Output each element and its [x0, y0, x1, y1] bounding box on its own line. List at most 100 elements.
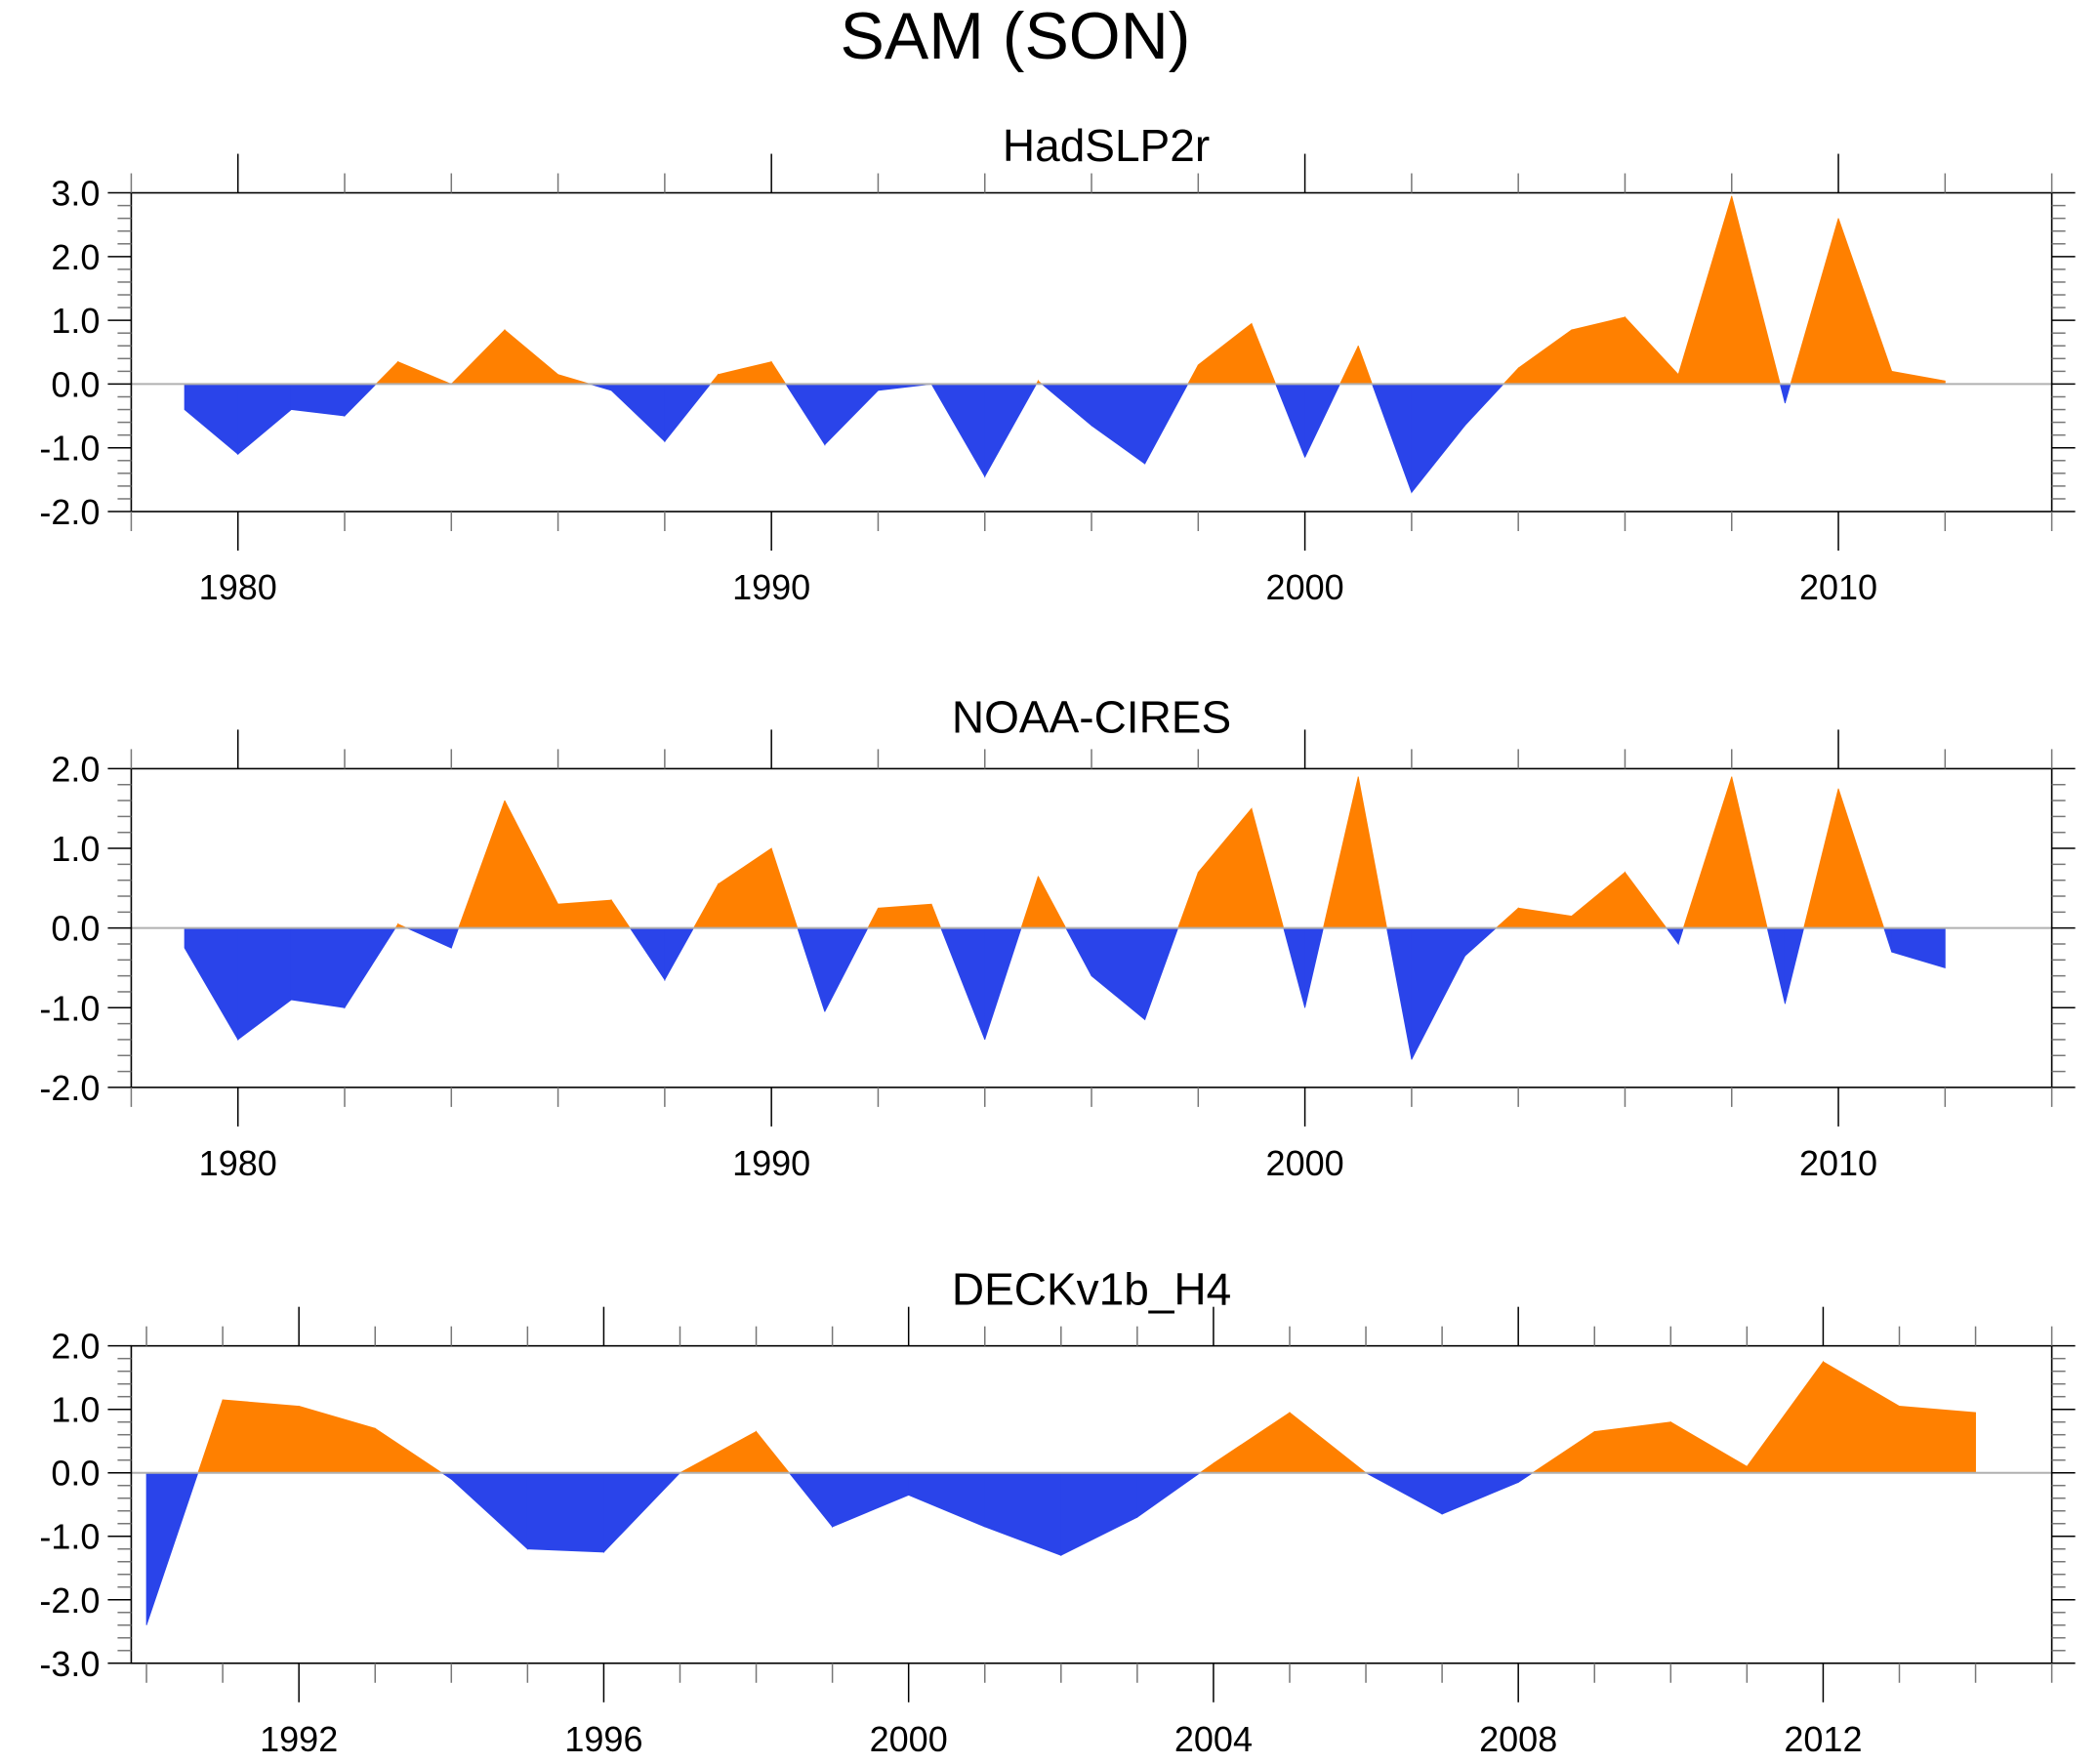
negative-area: [450, 927, 460, 949]
negative-area: [406, 927, 452, 949]
x-tick-label: 2000: [1266, 1143, 1344, 1183]
negative-area: [290, 927, 346, 1008]
positive-area: [1837, 788, 1885, 929]
negative-area: [344, 927, 396, 1009]
positive-area: [718, 847, 772, 929]
positive-area: [557, 374, 591, 385]
positive-area: [1198, 1462, 1215, 1474]
positive-area: [1790, 218, 1839, 385]
positive-area: [1803, 788, 1839, 929]
y-tick-label: -2.0: [39, 492, 100, 532]
y-tick-label: -1.0: [39, 988, 100, 1028]
negative-area: [1144, 927, 1179, 1020]
negative-area: [344, 384, 378, 418]
negative-area: [984, 1472, 1062, 1556]
y-tick-label: 1.0: [51, 829, 100, 869]
y-tick-label: 0.0: [51, 364, 100, 404]
positive-area: [930, 904, 942, 929]
positive-area: [1823, 1361, 1900, 1474]
negative-area: [1891, 927, 1946, 969]
x-tick-label: 2004: [1174, 1719, 1253, 1759]
x-tick-label: 2000: [870, 1719, 948, 1759]
negative-area: [1065, 927, 1092, 976]
positive-area: [458, 800, 506, 929]
negative-area: [824, 927, 869, 1012]
positive-area: [1731, 776, 1768, 929]
positive-area: [679, 1430, 757, 1474]
positive-area: [298, 1405, 376, 1474]
negative-area: [237, 384, 292, 456]
negative-area: [1883, 927, 1893, 953]
y-tick-label: 2.0: [51, 1327, 100, 1367]
negative-area: [1779, 384, 1786, 404]
negative-area: [984, 927, 1022, 1041]
negative-area: [1091, 927, 1146, 1021]
positive-area: [1571, 316, 1626, 385]
positive-area: [1289, 1412, 1368, 1474]
positive-area: [504, 800, 558, 929]
positive-area: [1503, 367, 1519, 385]
negative-area: [908, 1472, 986, 1528]
y-tick-label: 1.0: [51, 301, 100, 341]
y-tick-label: 0.0: [51, 909, 100, 949]
negative-area: [603, 1472, 681, 1553]
positive-area: [1531, 1430, 1595, 1474]
positive-area: [1177, 872, 1199, 929]
y-tick-label: -1.0: [39, 1517, 100, 1557]
negative-area: [940, 927, 986, 1041]
positive-area: [1197, 322, 1253, 385]
negative-area: [1666, 927, 1679, 946]
negative-area: [1304, 927, 1324, 1008]
y-tick-label: 2.0: [51, 749, 100, 789]
negative-area: [930, 384, 986, 478]
negative-area: [1371, 384, 1413, 493]
negative-area: [450, 1472, 528, 1550]
x-tick-label: 1980: [199, 1143, 277, 1183]
negative-area: [1766, 927, 1786, 1005]
positive-area: [1357, 346, 1374, 385]
negative-area: [1784, 384, 1791, 404]
negative-area: [237, 927, 292, 1041]
positive-area: [1837, 218, 1893, 385]
positive-area: [1593, 1421, 1671, 1474]
negative-area: [145, 1472, 199, 1625]
plot-frame: [130, 1344, 2053, 1664]
positive-area: [197, 1399, 224, 1474]
panel-title: DECKv1b_H4: [952, 1263, 1231, 1314]
negative-area: [1677, 927, 1684, 945]
negative-area: [290, 384, 346, 417]
positive-area: [222, 1399, 300, 1474]
positive-area: [1495, 907, 1519, 929]
x-tick-label: 1990: [732, 1143, 810, 1183]
negative-area: [1091, 384, 1146, 465]
positive-area: [1682, 776, 1733, 929]
x-tick-label: 1980: [199, 567, 277, 607]
positive-area: [718, 361, 772, 385]
negative-area: [788, 1472, 834, 1529]
x-tick-label: 1992: [260, 1719, 338, 1759]
y-tick-label: 0.0: [51, 1454, 100, 1494]
positive-area: [756, 1430, 791, 1474]
positive-area: [1251, 323, 1277, 385]
positive-area: [557, 899, 612, 929]
y-tick-label: 3.0: [51, 174, 100, 214]
positive-area: [450, 328, 506, 385]
y-tick-label: 1.0: [51, 1390, 100, 1430]
panel-3: DECKv1b_H4 2.0 1.0 0.0 -1.0 -2.0 -3.0 1992 1996 2…: [39, 1263, 2076, 1759]
negative-area: [1365, 1472, 1443, 1515]
positive-area: [1517, 907, 1573, 929]
panel-1: HadSLP2r 3.0 2.0 1.0 0.0 -1.0 -2.0 1980 1990 2000…: [39, 120, 2076, 607]
positive-area: [1625, 315, 1679, 385]
positive-area: [770, 847, 799, 929]
positive-area: [610, 898, 632, 929]
y-tick-label: -2.0: [39, 1068, 100, 1108]
positive-area: [1322, 776, 1359, 929]
positive-area: [709, 373, 719, 385]
x-tick-label: 2012: [1784, 1719, 1862, 1759]
negative-area: [1464, 927, 1498, 958]
x-tick-label: 2010: [1799, 1143, 1877, 1183]
negative-area: [1304, 384, 1341, 458]
positive-area: [1899, 1406, 1976, 1474]
positive-area: [1677, 195, 1733, 385]
positive-area: [1251, 808, 1285, 929]
